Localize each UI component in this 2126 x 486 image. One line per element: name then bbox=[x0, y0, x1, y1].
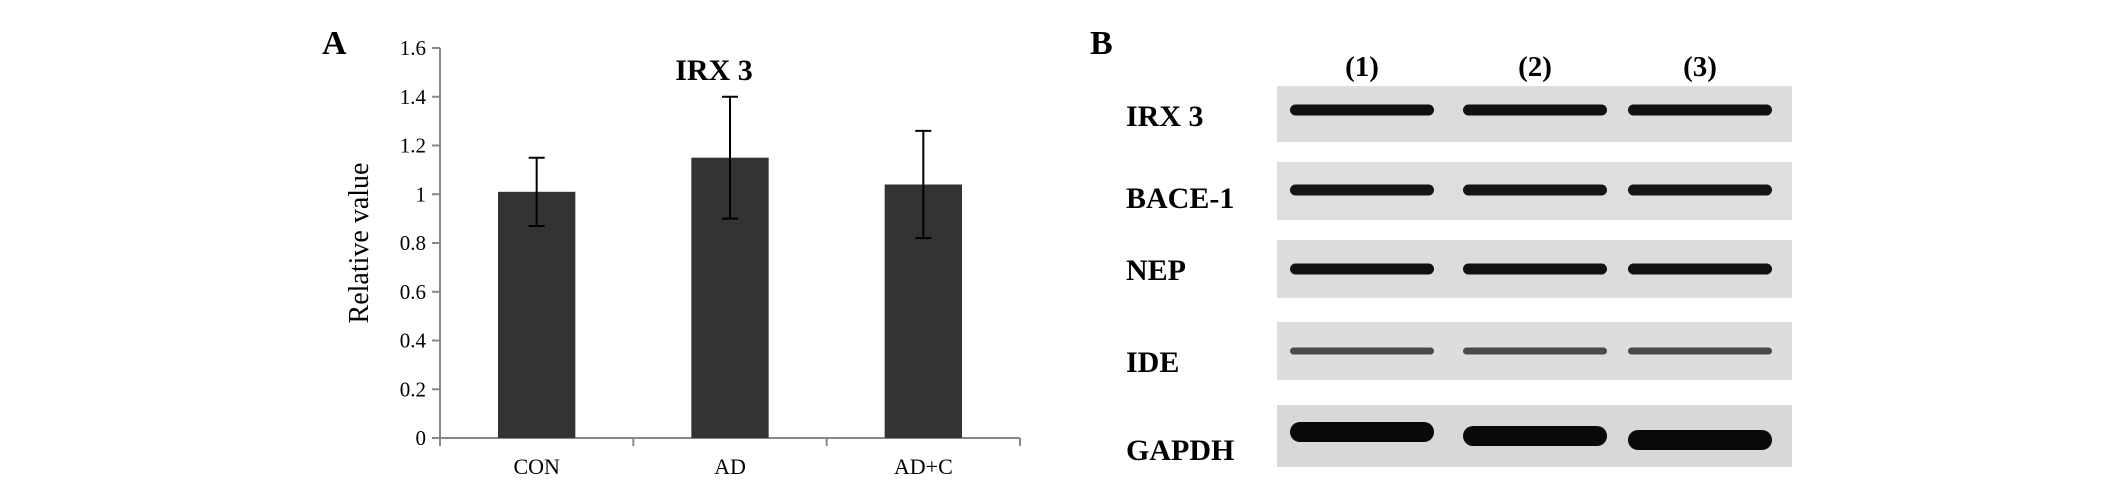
lane-label: (1) bbox=[1345, 51, 1379, 83]
bar-chart: 00.20.40.60.811.21.41.6 CON AD AD+C IRX 3 … bbox=[344, 36, 1021, 479]
lane-label: (2) bbox=[1518, 51, 1552, 83]
x-tick-group bbox=[439, 438, 1021, 446]
blot-band bbox=[1628, 347, 1772, 355]
band-row bbox=[1290, 184, 1772, 196]
protein-label: NEP bbox=[1126, 254, 1186, 287]
protein-label: BACE-1 bbox=[1126, 182, 1234, 215]
blot-band bbox=[1628, 104, 1772, 116]
y-tick-label: 0.8 bbox=[400, 231, 426, 255]
category-label-group: CON AD AD+C bbox=[513, 454, 952, 479]
chart-title: IRX 3 bbox=[675, 54, 753, 87]
western-blot: (1) (2) (3) IRX 3 BACE-1 NEP IDE GAPDH bbox=[1126, 51, 1792, 467]
protein-label: GAPDH bbox=[1126, 434, 1234, 467]
y-tick-label: 1.4 bbox=[400, 85, 427, 109]
protein-label: IDE bbox=[1126, 346, 1179, 379]
blot-band bbox=[1628, 430, 1772, 450]
lane-label: (3) bbox=[1683, 51, 1717, 83]
y-tick-label: 0.4 bbox=[400, 329, 427, 353]
blot-band bbox=[1290, 347, 1434, 355]
band-row bbox=[1290, 104, 1772, 116]
bar bbox=[498, 191, 576, 438]
error-bar-group bbox=[528, 95, 932, 240]
category-label: AD bbox=[714, 454, 746, 479]
blot-band bbox=[1290, 184, 1434, 196]
blot-band bbox=[1628, 184, 1772, 196]
category-label: AD+C bbox=[894, 454, 953, 479]
y-tick-group: 0 0.2 0.4 0.6 0.8 1 1.2 1.4 1.6 bbox=[400, 36, 440, 450]
y-tick-label: 1.2 bbox=[400, 134, 426, 158]
y-tick-label: 0.2 bbox=[400, 377, 426, 401]
blot-band bbox=[1463, 263, 1607, 275]
y-tick-label: 1 bbox=[416, 182, 427, 206]
panel-b-letter: B bbox=[1090, 25, 1113, 62]
band-row bbox=[1290, 422, 1772, 450]
blot-band bbox=[1463, 104, 1607, 116]
protein-label: IRX 3 bbox=[1126, 100, 1204, 133]
blot-band bbox=[1290, 104, 1434, 116]
blot-band bbox=[1290, 422, 1434, 442]
y-tick-label: 0 bbox=[416, 426, 427, 450]
blot-band bbox=[1628, 263, 1772, 275]
y-tick-label: 0.6 bbox=[400, 280, 426, 304]
bar-group bbox=[498, 157, 962, 438]
blot-band bbox=[1463, 347, 1607, 355]
blot-band bbox=[1463, 426, 1607, 446]
blot-band bbox=[1290, 263, 1434, 275]
band-row bbox=[1290, 263, 1772, 275]
category-label: CON bbox=[513, 454, 560, 479]
panel-a-letter: A bbox=[322, 25, 347, 62]
band-row bbox=[1290, 347, 1772, 355]
blot-band bbox=[1463, 184, 1607, 196]
y-axis-label: Relative value bbox=[344, 163, 375, 324]
y-tick-label: 1.6 bbox=[400, 36, 426, 60]
